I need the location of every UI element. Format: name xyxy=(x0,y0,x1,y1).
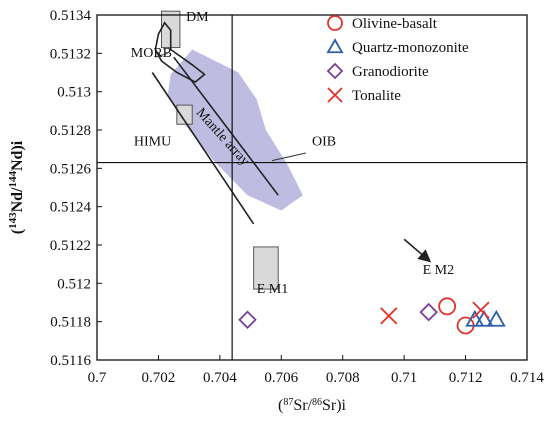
data-point-1-1 xyxy=(474,309,494,327)
legend-label-3: Tonalite xyxy=(352,88,401,104)
morb-leader-line xyxy=(155,52,168,58)
y-tick-label: 0.5118 xyxy=(50,315,91,331)
legend-label-2: Granodiorite xyxy=(352,64,429,80)
y-tick-label: 0.5122 xyxy=(50,238,91,254)
legend-label-1: Quartz-monozonite xyxy=(352,40,469,56)
himu-field-box xyxy=(176,104,193,125)
legend-marker-0 xyxy=(327,15,343,31)
data-points xyxy=(238,297,506,335)
plot-frame xyxy=(96,14,528,361)
x-tick-label: 0.706 xyxy=(264,370,298,386)
mantle-array-lower-line xyxy=(151,72,255,225)
y-tick-label: 0.5132 xyxy=(50,46,91,62)
oib-field xyxy=(167,49,303,211)
legend-marker-2 xyxy=(326,62,344,80)
x-axis-title: (87Sr/86Sr)i xyxy=(278,397,347,415)
annotation-morb: MORB xyxy=(131,46,172,61)
x-tick-label: 0.704 xyxy=(203,370,237,386)
annotation-himu: HIMU xyxy=(134,134,171,149)
y-tick-label: 0.5126 xyxy=(50,161,92,177)
mantle-array-upper-line xyxy=(173,56,279,196)
data-point-2-0 xyxy=(238,310,257,330)
y-tick-label: 0.5128 xyxy=(50,123,91,139)
annotation-oib: OIB xyxy=(312,134,336,149)
data-point-3-1 xyxy=(472,301,490,319)
x-tick-label: 0.708 xyxy=(326,370,360,386)
legend-marker-3-stroke-b xyxy=(327,87,343,103)
axes: 0.7 0.702 0.704 0.706 0.708 0.71 0.712 0.714 0.5… xyxy=(7,8,544,414)
series-olivine-basalt xyxy=(438,297,475,335)
y-tick-label: 0.512 xyxy=(57,276,91,292)
annotation-e-m1: E M1 xyxy=(257,282,289,297)
data-point-3-1-stroke-b xyxy=(472,301,490,319)
oib-leader-line xyxy=(271,152,306,162)
y-tick-label: 0.513 xyxy=(57,85,91,101)
annotation-e-m2: E M2 xyxy=(423,263,455,278)
y-tick-label: 0.5116 xyxy=(50,353,91,369)
em2-arrow xyxy=(403,238,432,263)
data-point-3-0 xyxy=(380,307,398,325)
legend-marker-3 xyxy=(327,87,343,103)
x-tick-label: 0.71 xyxy=(391,370,417,386)
data-point-1-2 xyxy=(486,309,506,327)
series-granodiorite xyxy=(238,302,438,330)
y-tick-label: 0.5124 xyxy=(50,200,92,216)
y-axis-title: (143Nd/144Nd)i xyxy=(7,140,26,234)
data-point-0-0 xyxy=(438,297,457,316)
y-tick-label: 0.5134 xyxy=(50,8,92,24)
x-tick-label: 0.702 xyxy=(142,370,176,386)
reference-lines xyxy=(97,15,527,360)
geochem-fields xyxy=(151,10,432,290)
x-tick-label: 0.714 xyxy=(510,370,544,386)
x-tick-label: 0.712 xyxy=(449,370,483,386)
legend: Olivine-basalt Quartz-monozonite Granodior… xyxy=(326,15,469,104)
data-point-1-0 xyxy=(465,309,485,327)
em1-field-box xyxy=(253,246,279,290)
legend-marker-1 xyxy=(326,38,344,54)
annotation-dm: DM xyxy=(186,10,209,25)
data-point-3-0-stroke-b xyxy=(380,307,398,325)
legend-label-0: Olivine-basalt xyxy=(352,16,438,32)
data-point-2-1 xyxy=(419,302,438,322)
morb-field-outline xyxy=(154,21,206,84)
x-tick-label: 0.7 xyxy=(88,370,107,386)
series-quartz-monozonite xyxy=(465,309,506,327)
series-tonalite xyxy=(380,301,490,325)
